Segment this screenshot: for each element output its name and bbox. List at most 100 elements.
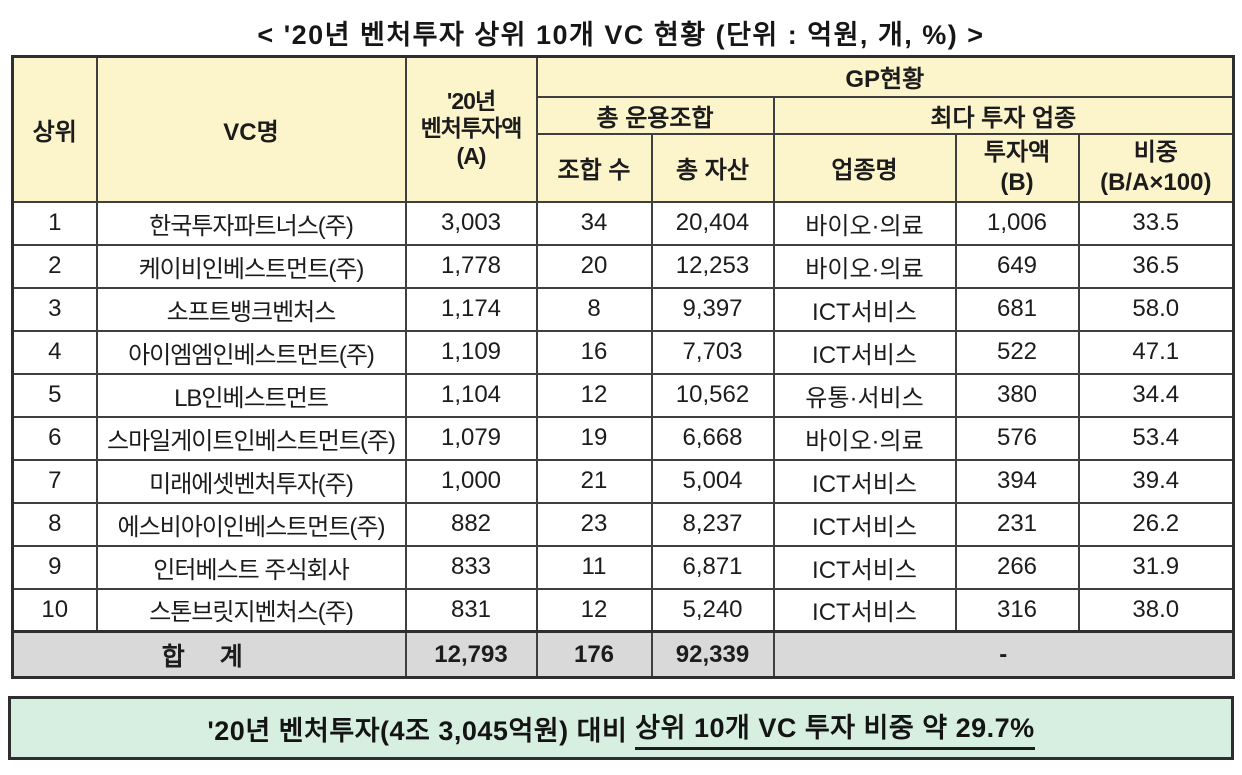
fund-count-cell: 8 bbox=[535, 286, 653, 332]
fund-count-cell: 19 bbox=[535, 415, 653, 461]
share-cell: 36.5 bbox=[1077, 243, 1235, 289]
vc-name-cell: 한국투자파트너스(주) bbox=[95, 200, 407, 246]
amount-cell: 231 bbox=[954, 501, 1080, 547]
table-row: 9 인터베스트 주식회사 833 11 6,871 ICT서비스 266 31.… bbox=[11, 544, 1235, 590]
rank-cell: 9 bbox=[11, 544, 98, 590]
rank-cell: 10 bbox=[11, 587, 98, 633]
share-cell: 26.2 bbox=[1077, 501, 1235, 547]
fund-count-cell: 34 bbox=[535, 200, 653, 246]
total-dash-cell: - bbox=[772, 630, 1235, 679]
fund-count-cell: 21 bbox=[535, 458, 653, 504]
rank-cell: 1 bbox=[11, 200, 98, 246]
rank-cell: 2 bbox=[11, 243, 98, 289]
assets-cell: 7,703 bbox=[650, 329, 775, 375]
header-fund-count: 조합 수 bbox=[535, 132, 653, 203]
header-row-1: 상위 VC명 '20년 벤처투자액 (A) GP현황 bbox=[11, 55, 1235, 203]
vc-name-cell: LB인베스트먼트 bbox=[95, 372, 407, 418]
header-row-3: 조합 수 총 자산 업종명 투자액 (B) 비중 (B/A×100) bbox=[13, 132, 1235, 203]
amount-cell: 380 bbox=[954, 372, 1080, 418]
vc-name-cell: 스마일게이트인베스트먼트(주) bbox=[95, 415, 407, 461]
amount-cell: 522 bbox=[954, 329, 1080, 375]
header-total-assets: 총 자산 bbox=[650, 132, 775, 203]
header-vc-name: VC명 bbox=[95, 55, 407, 203]
vc-name-cell: 에스비아이인베스트먼트(주) bbox=[95, 501, 407, 547]
invest-cell: 1,174 bbox=[404, 286, 538, 332]
table-row: 8 에스비아이인베스트먼트(주) 882 23 8,237 ICT서비스 231… bbox=[11, 501, 1235, 547]
assets-cell: 12,253 bbox=[650, 243, 775, 289]
table-row: 2 케이비인베스트먼트(주) 1,778 20 12,253 바이오·의료 64… bbox=[11, 243, 1235, 289]
summary-underlined: 상위 10개 VC 투자 비중 약 29.7% bbox=[635, 706, 1035, 750]
fund-count-cell: 20 bbox=[535, 243, 653, 289]
rank-cell: 4 bbox=[11, 329, 98, 375]
sector-cell: ICT서비스 bbox=[772, 501, 957, 547]
share-cell: 39.4 bbox=[1077, 458, 1235, 504]
share-cell: 58.0 bbox=[1077, 286, 1235, 332]
header-rank: 상위 bbox=[11, 55, 98, 203]
sector-cell: ICT서비스 bbox=[772, 458, 957, 504]
rank-cell: 5 bbox=[11, 372, 98, 418]
page-title: < '20년 벤처투자 상위 10개 VC 현황 (단위 : 억원, 개, %)… bbox=[257, 20, 985, 50]
share-cell: 31.9 bbox=[1077, 544, 1235, 590]
fund-count-cell: 11 bbox=[535, 544, 653, 590]
fund-count-cell: 23 bbox=[535, 501, 653, 547]
vc-name-cell: 케이비인베스트먼트(주) bbox=[95, 243, 407, 289]
table-row: 7 미래에셋벤처투자(주) 1,000 21 5,004 ICT서비스 394 … bbox=[11, 458, 1235, 504]
amount-cell: 1,006 bbox=[954, 200, 1080, 246]
total-assets-cell: 92,339 bbox=[650, 630, 775, 679]
header-row-2: 총 운용조합 최다 투자 업종 bbox=[13, 95, 1235, 135]
invest-cell: 882 bbox=[404, 501, 538, 547]
amount-cell: 266 bbox=[954, 544, 1080, 590]
total-label-cell: 합 계 bbox=[11, 630, 407, 679]
table-row: 1 한국투자파트너스(주) 3,003 34 20,404 바이오·의료 1,0… bbox=[11, 200, 1235, 246]
header-total-funds-group: 총 운용조합 bbox=[535, 95, 775, 135]
header-invest-2020: '20년 벤처투자액 (A) bbox=[404, 55, 538, 203]
invest-cell: 3,003 bbox=[404, 200, 538, 246]
rank-cell: 7 bbox=[11, 458, 98, 504]
amount-cell: 394 bbox=[954, 458, 1080, 504]
sector-cell: ICT서비스 bbox=[772, 286, 957, 332]
table-row: 4 아이엠엠인베스트먼트(주) 1,109 16 7,703 ICT서비스 52… bbox=[11, 329, 1235, 375]
summary-banner: '20년 벤처투자(4조 3,045억원) 대비 상위 10개 VC 투자 비중… bbox=[8, 696, 1234, 760]
amount-cell: 576 bbox=[954, 415, 1080, 461]
assets-cell: 20,404 bbox=[650, 200, 775, 246]
vc-name-cell: 소프트뱅크벤처스 bbox=[95, 286, 407, 332]
share-cell: 38.0 bbox=[1077, 587, 1235, 633]
header-invest-amount: 투자액 (B) bbox=[954, 132, 1080, 203]
fund-count-cell: 16 bbox=[535, 329, 653, 375]
total-invest-cell: 12,793 bbox=[404, 630, 538, 679]
header-sector-name: 업종명 bbox=[772, 132, 957, 203]
total-row: 합 계 12,793 176 92,339 - bbox=[11, 630, 1235, 679]
summary-prefix: '20년 벤처투자(4조 3,045억원) 대비 bbox=[207, 715, 628, 746]
total-fund-count-cell: 176 bbox=[535, 630, 653, 679]
invest-cell: 1,104 bbox=[404, 372, 538, 418]
header-share: 비중 (B/A×100) bbox=[1077, 132, 1235, 203]
share-cell: 33.5 bbox=[1077, 200, 1235, 246]
assets-cell: 10,562 bbox=[650, 372, 775, 418]
vc-name-cell: 미래에셋벤처투자(주) bbox=[95, 458, 407, 504]
invest-cell: 1,000 bbox=[404, 458, 538, 504]
share-cell: 53.4 bbox=[1077, 415, 1235, 461]
assets-cell: 5,240 bbox=[650, 587, 775, 633]
invest-cell: 1,079 bbox=[404, 415, 538, 461]
assets-cell: 9,397 bbox=[650, 286, 775, 332]
share-cell: 47.1 bbox=[1077, 329, 1235, 375]
header-top-sector-group: 최다 투자 업종 bbox=[772, 95, 1235, 135]
sector-cell: 유통·서비스 bbox=[772, 372, 957, 418]
invest-cell: 831 bbox=[404, 587, 538, 633]
table-row: 10 스톤브릿지벤처스(주) 831 12 5,240 ICT서비스 316 3… bbox=[11, 587, 1235, 633]
share-cell: 34.4 bbox=[1077, 372, 1235, 418]
sector-cell: 바이오·의료 bbox=[772, 243, 957, 289]
fund-count-cell: 12 bbox=[535, 587, 653, 633]
amount-cell: 316 bbox=[954, 587, 1080, 633]
invest-cell: 833 bbox=[404, 544, 538, 590]
vc-name-cell: 스톤브릿지벤처스(주) bbox=[95, 587, 407, 633]
rank-cell: 3 bbox=[11, 286, 98, 332]
table-row: 6 스마일게이트인베스트먼트(주) 1,079 19 6,668 바이오·의료 … bbox=[11, 415, 1235, 461]
vc-top10-table: 상위 VC명 '20년 벤처투자액 (A) GP현황 총 운용조합 최다 투자 … bbox=[11, 55, 1236, 679]
table-row: 5 LB인베스트먼트 1,104 12 10,562 유통·서비스 380 34… bbox=[11, 372, 1235, 418]
sector-cell: 바이오·의료 bbox=[772, 200, 957, 246]
vc-name-cell: 인터베스트 주식회사 bbox=[95, 544, 407, 590]
invest-cell: 1,778 bbox=[404, 243, 538, 289]
rank-cell: 8 bbox=[11, 501, 98, 547]
